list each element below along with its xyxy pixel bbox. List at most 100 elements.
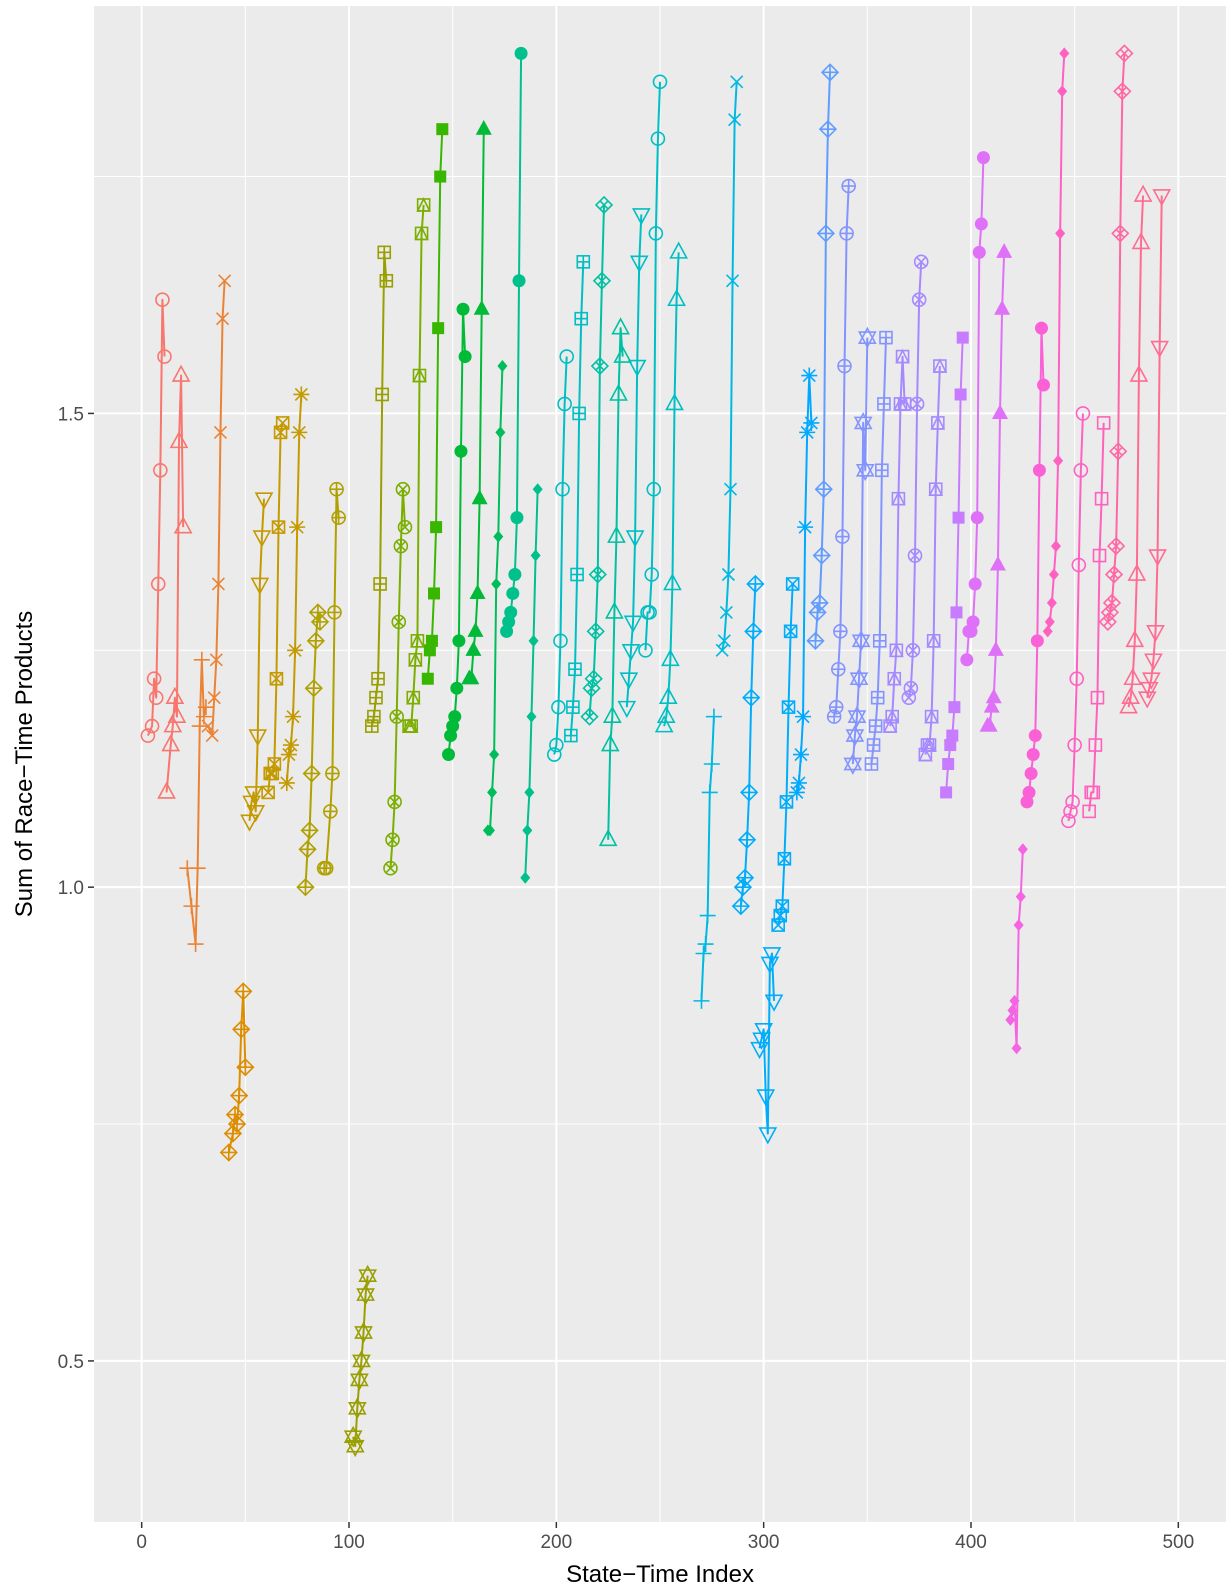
data-point	[1059, 47, 1070, 60]
marker-stroke	[276, 416, 290, 430]
data-point	[358, 1264, 378, 1287]
marker-stroke	[271, 520, 286, 534]
data-point	[667, 288, 686, 307]
data-point	[1146, 625, 1165, 643]
data-point	[491, 577, 502, 590]
data-point	[600, 734, 620, 752]
data-point	[872, 634, 887, 648]
data-point	[891, 490, 906, 506]
marker-shape	[592, 271, 612, 290]
marker-shape	[857, 331, 877, 349]
data-point	[1065, 794, 1080, 810]
marker-shape	[580, 707, 599, 726]
data-point	[367, 709, 381, 724]
marker-shape	[546, 747, 562, 762]
marker-stroke	[387, 834, 398, 845]
data-point	[395, 481, 411, 497]
data-point	[701, 784, 718, 801]
marker-shape	[586, 622, 605, 641]
data-point	[157, 781, 176, 799]
data-point	[171, 364, 191, 382]
data-point	[617, 700, 637, 719]
marker-stroke	[717, 634, 731, 648]
marker-stroke	[907, 645, 919, 656]
marker-shape	[627, 359, 647, 377]
marker-shape	[956, 331, 969, 344]
data-point	[970, 511, 984, 525]
data-point	[730, 75, 744, 89]
data-point	[648, 226, 664, 241]
data-point	[1073, 462, 1089, 478]
marker-shape	[387, 794, 402, 810]
marker-shape	[775, 899, 790, 913]
data-point	[930, 415, 946, 430]
marker-shape	[1119, 696, 1138, 714]
data-point	[974, 217, 988, 231]
series-line	[663, 252, 680, 727]
marker-shape	[851, 634, 871, 652]
data-point	[246, 805, 266, 823]
series-line	[721, 81, 738, 651]
marker-shape	[267, 757, 282, 771]
data-point	[1106, 536, 1126, 556]
data-point	[410, 633, 425, 648]
x-tick-label: 200	[540, 1532, 572, 1553]
data-point	[144, 718, 160, 734]
data-point	[972, 245, 986, 259]
marker-shape	[1063, 804, 1078, 819]
marker-stroke	[218, 274, 232, 288]
data-point	[839, 226, 854, 241]
marker-shape	[423, 644, 436, 657]
marker-shape	[169, 430, 189, 449]
marker-shape	[352, 1354, 371, 1372]
data-point	[658, 686, 678, 704]
data-point	[950, 606, 963, 619]
data-point	[1131, 232, 1151, 250]
marker-shape	[1115, 44, 1134, 63]
data-point	[189, 860, 206, 877]
marker-shape	[1131, 232, 1151, 250]
marker-stroke	[725, 274, 740, 288]
data-point	[1057, 85, 1068, 98]
marker-shape	[779, 795, 794, 809]
data-point	[1005, 1013, 1016, 1026]
marker-shape	[966, 615, 980, 629]
marker-stroke	[201, 719, 215, 733]
data-point	[731, 896, 750, 916]
marker-shape	[524, 786, 535, 799]
data-point	[508, 568, 522, 581]
data-point	[987, 641, 1004, 656]
marker-shape	[240, 814, 259, 832]
data-point	[777, 851, 792, 866]
data-point	[487, 786, 498, 799]
data-point	[1011, 1042, 1022, 1055]
marker-shape	[594, 195, 614, 215]
data-point	[661, 648, 680, 667]
data-point	[140, 728, 156, 743]
marker-shape	[269, 671, 284, 686]
marker-shape	[1011, 1042, 1022, 1055]
marker-shape	[528, 634, 539, 647]
marker-shape	[654, 715, 674, 733]
data-point	[347, 1397, 367, 1420]
data-point	[469, 584, 486, 599]
marker-shape	[436, 123, 449, 136]
marker-shape	[886, 670, 902, 686]
data-point	[248, 729, 268, 747]
marker-shape	[153, 462, 168, 478]
marker-stroke	[282, 747, 296, 762]
marker-shape	[602, 705, 622, 723]
marker-shape	[530, 549, 541, 562]
marker-stroke	[211, 577, 225, 591]
marker-shape	[532, 483, 543, 496]
marker-stroke	[719, 605, 733, 619]
marker-shape	[165, 686, 185, 704]
data-point	[762, 947, 782, 965]
marker-shape	[1071, 557, 1087, 573]
data-point	[211, 577, 225, 591]
marker-shape	[150, 576, 166, 592]
x-tick-label: 0	[136, 1532, 147, 1553]
data-point	[946, 729, 959, 742]
marker-stroke	[1111, 541, 1121, 551]
